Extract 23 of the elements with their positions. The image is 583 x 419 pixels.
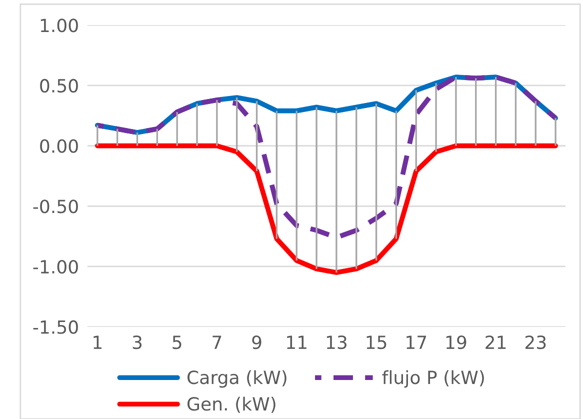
y-tick-label: 0.00	[40, 139, 78, 153]
y-tick-label: -1.00	[33, 260, 78, 274]
x-tick-label: 17	[406, 336, 426, 349]
legend-label: Gen. (kW)	[188, 396, 276, 413]
legend-label: Carga (kW)	[188, 370, 286, 388]
x-tick-label: 19	[446, 335, 466, 350]
x-tick-label: 5	[172, 336, 182, 350]
x-tick-label: 11	[287, 336, 306, 349]
y-tick-label: 1.00	[40, 18, 78, 32]
x-tick-label: 23	[525, 335, 546, 350]
y-tick-label: -1.50	[33, 320, 78, 334]
legend-label: flujo P (kW)	[382, 370, 484, 388]
x-tick-label: 7	[212, 336, 222, 349]
x-tick-label: 15	[366, 336, 386, 350]
line-series	[94, 74, 558, 240]
y-tick-label: -0.50	[33, 200, 78, 214]
y-tick-label: 0.50	[40, 78, 78, 93]
x-tick-label: 13	[326, 335, 346, 350]
x-tick-label: 3	[132, 335, 142, 350]
x-tick-label: 1	[94, 336, 102, 349]
x-tick-label: 9	[252, 335, 262, 350]
line-series	[94, 143, 558, 275]
x-tick-label: 21	[486, 335, 506, 349]
